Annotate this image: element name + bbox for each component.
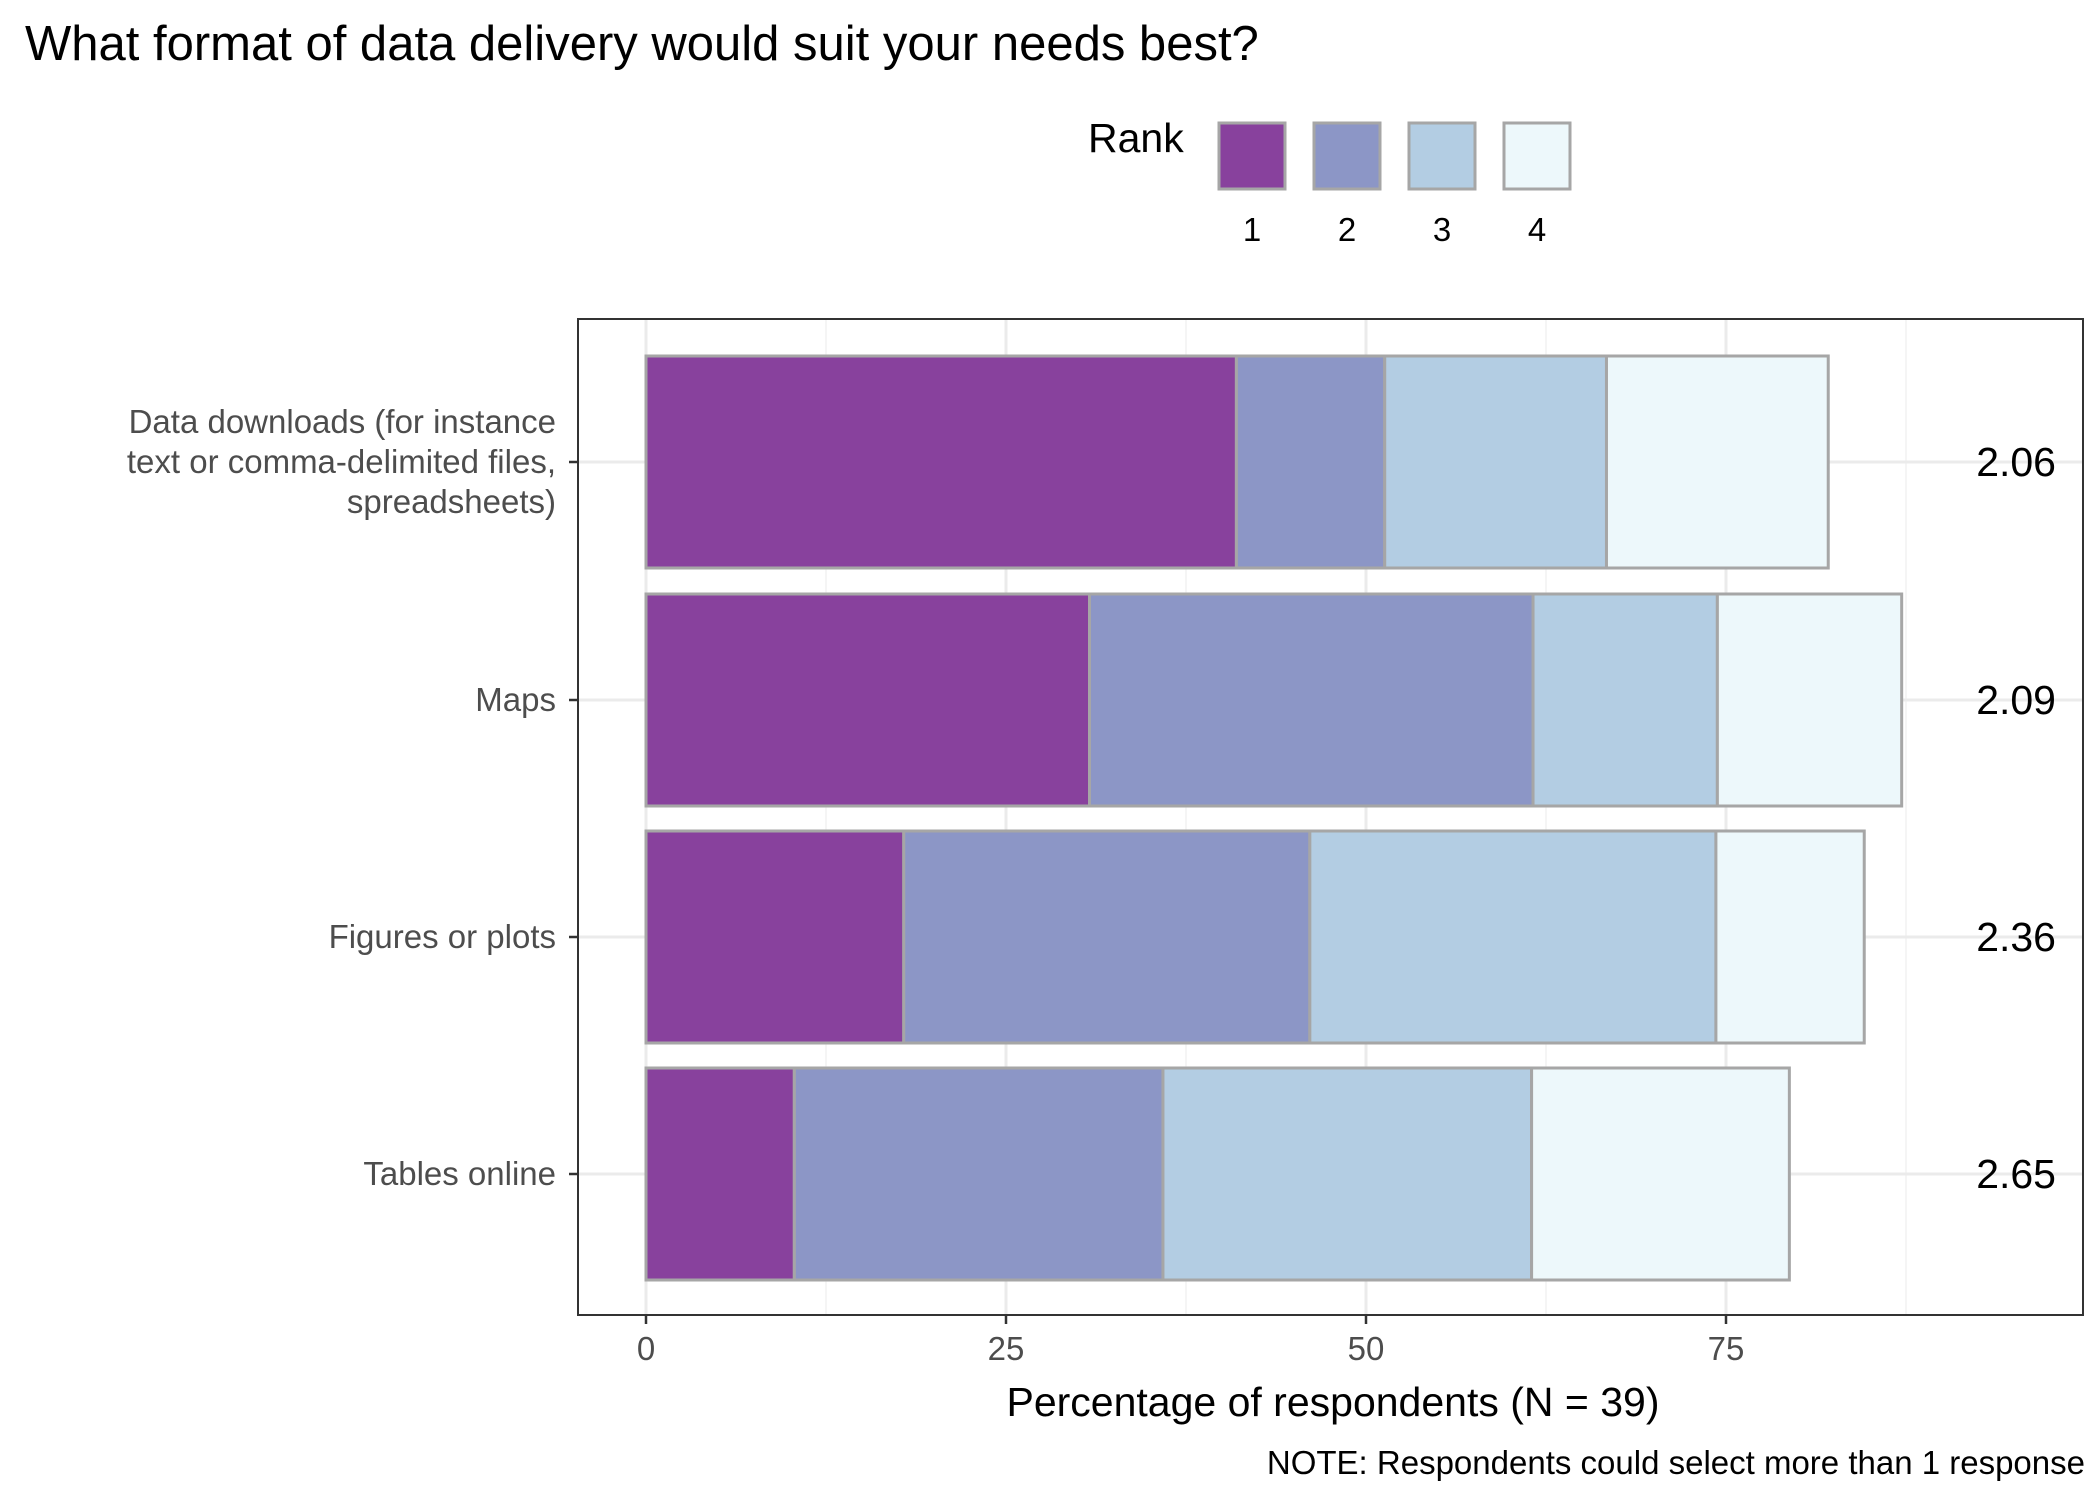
category-label: Figures or plots <box>329 918 556 955</box>
mean-rank-labels: 2.06 2.09 2.36 2.65 <box>1976 439 2056 1197</box>
mean-rank-label: 2.36 <box>1976 914 2056 960</box>
bars <box>644 354 1904 1282</box>
plot-panel <box>577 318 2084 1316</box>
bar-segment-rank-3 <box>1161 1066 1534 1282</box>
bar-segment-rank-2 <box>902 829 1312 1045</box>
bar-segment-rank-4 <box>1530 1066 1791 1282</box>
legend-key <box>1502 121 1572 191</box>
bar-segment-rank-4 <box>1715 592 1904 808</box>
legend-label: 4 <box>1528 211 1546 248</box>
x-tick-label: 50 <box>1348 1330 1385 1367</box>
mean-rank-label: 2.09 <box>1976 677 2056 723</box>
x-axis-title: Percentage of respondents (N = 39) <box>1007 1379 1660 1425</box>
x-tick-label: 0 <box>637 1330 655 1367</box>
bar-segment-rank-1 <box>644 354 1238 570</box>
bar-segment-rank-3 <box>1308 829 1718 1045</box>
bar-segment-rank-4 <box>1714 829 1866 1045</box>
category-label: Tables online <box>363 1155 556 1192</box>
legend-label: 1 <box>1243 211 1261 248</box>
axes: 0 25 50 75 <box>569 460 1745 1367</box>
legend-key <box>1407 121 1477 191</box>
bar-segment-rank-1 <box>644 829 906 1045</box>
bar-segment-rank-3 <box>1531 592 1719 808</box>
category-labels: Data downloads (for instance text or comm… <box>127 403 556 1192</box>
bar-segment-rank-2 <box>792 1066 1165 1282</box>
chart-title: What format of data delivery would suit … <box>25 17 1259 71</box>
legend-key <box>1217 121 1287 191</box>
legend-key <box>1312 121 1382 191</box>
x-tick-label: 75 <box>1708 1330 1745 1367</box>
x-tick-label: 25 <box>988 1330 1025 1367</box>
bar-segment-rank-4 <box>1604 354 1830 570</box>
bar-segment-rank-1 <box>644 592 1092 808</box>
panel-border <box>577 318 2084 1316</box>
bar-segment-rank-2 <box>1234 354 1387 570</box>
bar-segment-rank-1 <box>644 1066 796 1282</box>
category-label: Maps <box>475 681 556 718</box>
legend-label: 2 <box>1338 211 1356 248</box>
legend-title: Rank <box>1088 115 1184 161</box>
bar-segment-rank-3 <box>1383 354 1608 570</box>
legend: Rank 1 2 3 4 <box>1088 115 1572 248</box>
mean-rank-label: 2.06 <box>1976 439 2056 485</box>
mean-rank-label: 2.65 <box>1976 1151 2056 1197</box>
legend-label: 3 <box>1433 211 1451 248</box>
category-label: Data downloads (for instance text or comm… <box>127 403 556 520</box>
footnote: NOTE: Respondents could select more than… <box>1267 1444 2085 1481</box>
bar-segment-rank-2 <box>1088 592 1535 808</box>
